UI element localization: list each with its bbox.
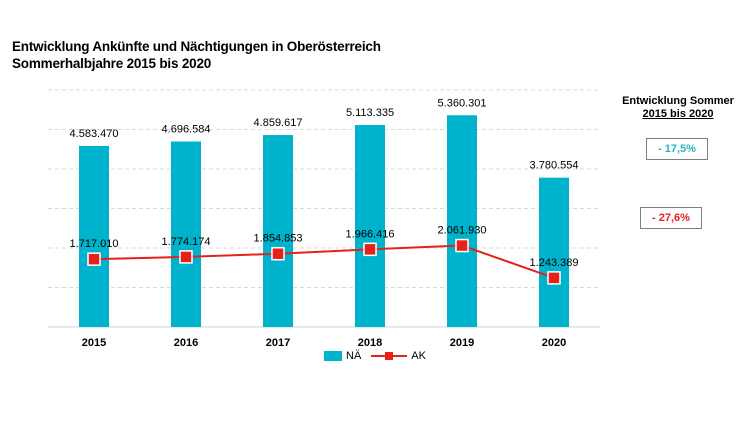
side-title-line1: Entwicklung Sommer <box>622 95 734 107</box>
line-value-label: 2.061.930 <box>438 225 487 237</box>
x-tick-label: 2016 <box>174 337 198 349</box>
line-ak <box>93 244 555 279</box>
x-tick-label: 2015 <box>82 337 106 349</box>
x-tick-label: 2018 <box>358 337 382 349</box>
legend-label-ak: AK <box>411 350 426 362</box>
side-panel-title: Entwicklung Sommer 2015 bis 2020 <box>614 95 742 121</box>
marker-ak <box>271 246 285 261</box>
chart-title: Entwicklung Ankünfte und Nächtigungen in… <box>12 38 381 72</box>
bar-value-label: 4.583.470 <box>70 128 119 140</box>
line-value-label: 1.966.416 <box>346 228 395 240</box>
legend-item-ak: AK <box>371 350 426 362</box>
bar-na <box>171 141 201 327</box>
line-value-label: 1.243.389 <box>530 257 579 269</box>
line-value-label: 1.774.174 <box>162 236 211 248</box>
line-value-label: 1.854.853 <box>254 233 303 245</box>
bar-value-label: 5.113.335 <box>346 107 394 119</box>
legend-label-na: NÄ <box>346 350 362 362</box>
marker-ak <box>455 238 469 253</box>
x-tick-label: 2020 <box>542 337 566 349</box>
bar-value-label: 3.780.554 <box>530 160 579 172</box>
ak-change-badge: - 27,6% <box>640 207 702 229</box>
marker-ak <box>547 271 561 285</box>
bar-value-label: 4.859.617 <box>254 117 303 129</box>
legend-swatch-na <box>324 351 343 361</box>
bar-na <box>539 177 569 327</box>
bar-value-label: 4.696.584 <box>162 123 211 135</box>
marker-ak <box>179 250 193 264</box>
legend-swatch-ak <box>371 352 408 360</box>
marker-ak <box>363 242 377 257</box>
chart-title-line2: Sommerhalbjahre 2015 bis 2020 <box>12 56 212 71</box>
x-tick-label: 2019 <box>450 337 474 349</box>
bar-na <box>355 125 385 327</box>
marker-ak <box>87 252 101 266</box>
side-title-line2: 2015 bis 2020 <box>642 108 714 120</box>
line-value-label: 1.717.010 <box>70 238 119 250</box>
bar-na <box>263 135 293 327</box>
bar-na <box>79 145 109 327</box>
bar-value-label: 5.360.301 <box>438 97 487 109</box>
x-tick-label: 2017 <box>266 337 290 349</box>
legend: NÄ AK <box>0 350 750 362</box>
legend-item-na: NÄ <box>324 350 361 362</box>
na-change-badge: - 17,5% <box>646 138 708 160</box>
chart-title-line1: Entwicklung Ankünfte und Nächtigungen in… <box>12 39 381 54</box>
bar-na <box>447 115 477 327</box>
